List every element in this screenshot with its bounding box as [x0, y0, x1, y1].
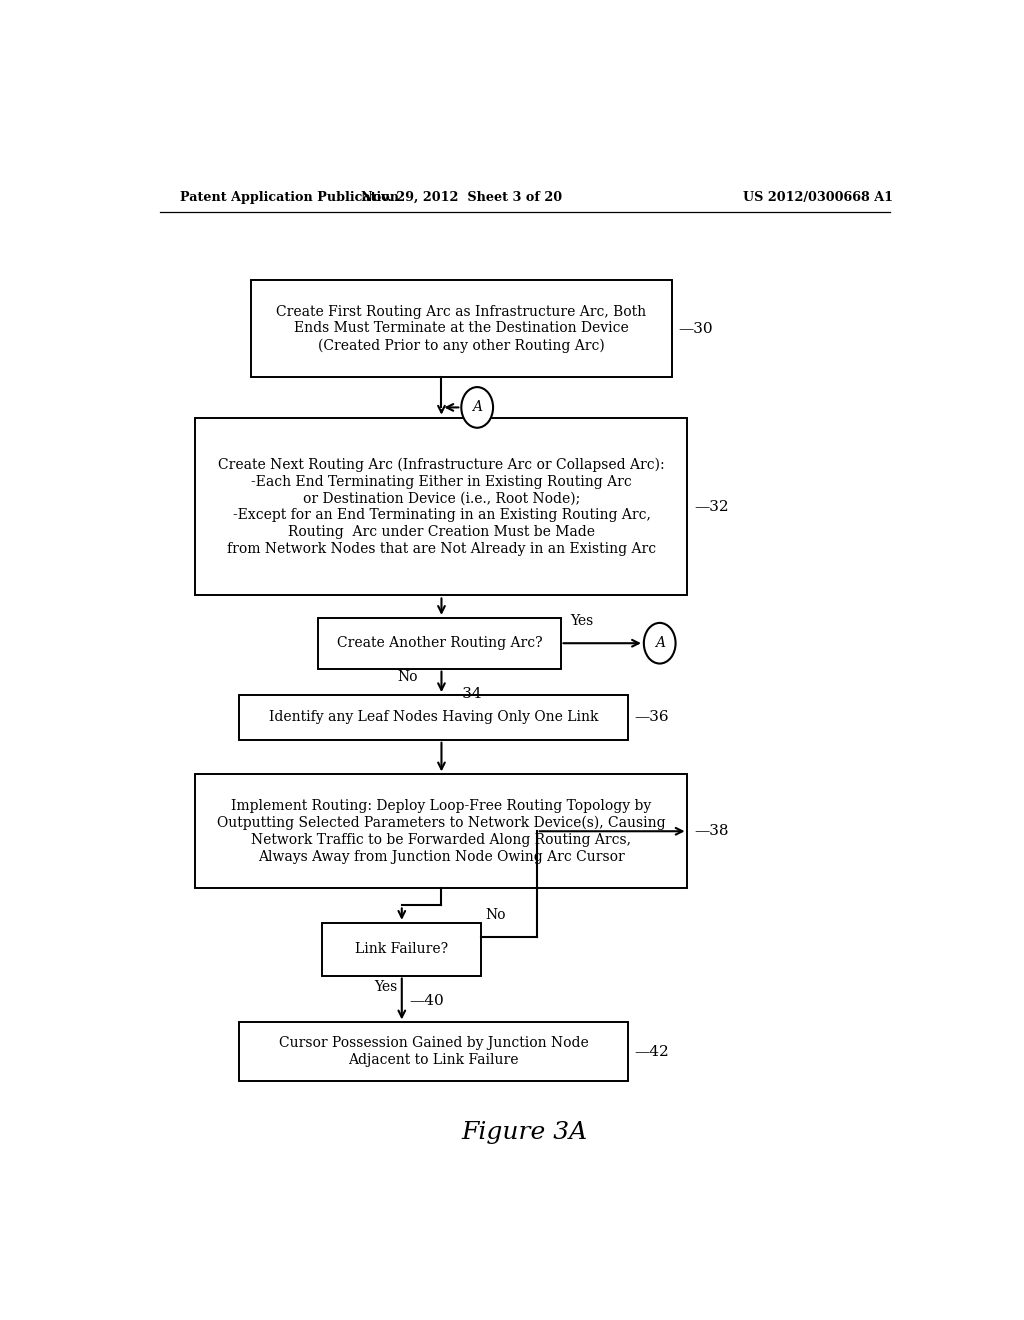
Text: No: No	[397, 669, 419, 684]
FancyBboxPatch shape	[251, 280, 672, 378]
Text: No: No	[485, 908, 506, 921]
Text: Create Next Routing Arc (Infrastructure Arc or Collapsed Arc):
-Each End Termina: Create Next Routing Arc (Infrastructure …	[218, 458, 665, 556]
FancyBboxPatch shape	[318, 618, 560, 669]
Circle shape	[644, 623, 676, 664]
Text: —30: —30	[678, 322, 713, 335]
Text: Nov. 29, 2012  Sheet 3 of 20: Nov. 29, 2012 Sheet 3 of 20	[360, 190, 562, 203]
Text: Identify any Leaf Nodes Having Only One Link: Identify any Leaf Nodes Having Only One …	[268, 710, 598, 725]
Text: Link Failure?: Link Failure?	[355, 942, 449, 956]
Text: —42: —42	[634, 1045, 669, 1059]
FancyBboxPatch shape	[323, 923, 481, 975]
Text: —34: —34	[447, 686, 482, 701]
Text: Figure 3A: Figure 3A	[462, 1121, 588, 1143]
FancyBboxPatch shape	[240, 1022, 628, 1081]
Text: Yes: Yes	[374, 979, 397, 994]
Text: A: A	[654, 636, 665, 651]
Text: —38: —38	[694, 824, 728, 838]
Text: US 2012/0300668 A1: US 2012/0300668 A1	[743, 190, 893, 203]
Text: —32: —32	[694, 499, 728, 513]
FancyBboxPatch shape	[196, 417, 687, 595]
FancyBboxPatch shape	[240, 696, 628, 739]
Text: Implement Routing: Deploy Loop-Free Routing Topology by
Outputting Selected Para: Implement Routing: Deploy Loop-Free Rout…	[217, 799, 666, 863]
Text: —36: —36	[634, 710, 669, 725]
Text: —40: —40	[410, 994, 444, 1008]
Text: Cursor Possession Gained by Junction Node
Adjacent to Link Failure: Cursor Possession Gained by Junction Nod…	[279, 1036, 589, 1067]
Text: A: A	[472, 400, 482, 414]
FancyBboxPatch shape	[196, 775, 687, 888]
Circle shape	[461, 387, 494, 428]
Text: Yes: Yes	[570, 614, 593, 628]
Text: Create Another Routing Arc?: Create Another Routing Arc?	[337, 636, 543, 651]
Text: Patent Application Publication: Patent Application Publication	[179, 190, 398, 203]
Text: Create First Routing Arc as Infrastructure Arc, Both
Ends Must Terminate at the : Create First Routing Arc as Infrastructu…	[276, 305, 646, 352]
